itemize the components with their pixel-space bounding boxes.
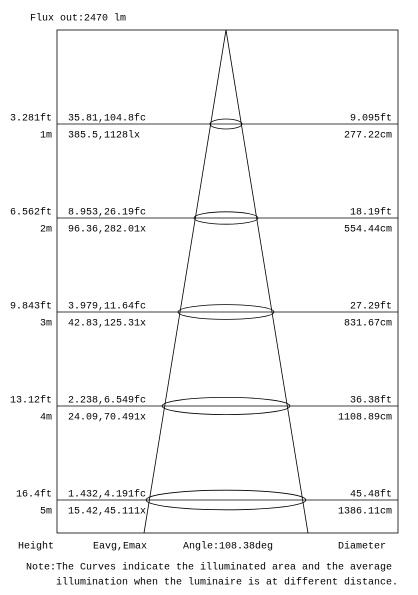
diameter-cm: 831.67cm [344, 319, 392, 330]
diameter-ft: 9.095ft [350, 113, 392, 125]
height-header: Height [18, 541, 54, 553]
diameter-header: Diameter [338, 541, 386, 553]
illuminance-lx: 96.36,282.01x [68, 225, 146, 236]
illuminated-area [145, 489, 307, 511]
diameter-ft: 18.19ft [350, 207, 392, 219]
diameter-ft: 45.48ft [350, 489, 392, 501]
illuminance-fc: 3.979,11.64fc [68, 301, 146, 313]
height-m: 2m [40, 225, 52, 236]
flux-label: Flux out:2470 lm [30, 13, 126, 25]
illuminance-fc: 2.238,6.549fc [68, 395, 146, 407]
height-ft: 13.12ft [10, 395, 52, 407]
beam-edge-right [225, 29, 309, 534]
diameter-ft: 36.38ft [350, 395, 392, 407]
note-line: illumination when the luminaire is at di… [56, 577, 398, 589]
diameter-cm: 277.22cm [344, 131, 392, 142]
illuminance-lx: 15.42,45.111x [68, 507, 146, 518]
angle-label: Angle:108.38deg [183, 541, 273, 553]
illuminance-lx: 385.5,1128lx [68, 130, 140, 142]
illuminated-area [209, 118, 243, 130]
note-line: Note:The Curves indicate the illuminated… [26, 562, 392, 574]
height-m: 3m [40, 319, 52, 330]
height-m: 4m [40, 413, 52, 424]
height-ft: 16.4ft [16, 489, 52, 501]
diameter-cm: 1108.89cm [338, 413, 392, 424]
eavg-header: Eavg,Emax [93, 542, 147, 553]
diameter-cm: 1386.11cm [338, 507, 392, 518]
illuminance-fc: 1.432,4.191fc [68, 489, 146, 501]
diameter-cm: 554.44cm [344, 225, 392, 236]
beam-edge-left [143, 29, 227, 534]
height-ft: 9.843ft [10, 301, 52, 313]
illuminated-area [177, 304, 275, 320]
illuminated-area [161, 396, 291, 415]
diagram-box [56, 29, 399, 534]
rows [57, 118, 398, 511]
diameter-ft: 27.29ft [350, 301, 392, 313]
illuminance-lx: 24.09,70.491x [68, 413, 146, 424]
illuminance-fc: 8.953,26.19fc [68, 207, 146, 219]
illuminance-lx: 42.83,125.31x [68, 319, 146, 330]
illuminated-area [193, 211, 259, 225]
height-ft: 6.562ft [10, 207, 52, 219]
height-m: 5m [40, 507, 52, 518]
height-m: 1m [40, 131, 52, 142]
frame [56, 29, 399, 534]
illuminance-fc: 35.81,104.8fc [68, 113, 146, 125]
height-ft: 3.281ft [10, 113, 52, 125]
